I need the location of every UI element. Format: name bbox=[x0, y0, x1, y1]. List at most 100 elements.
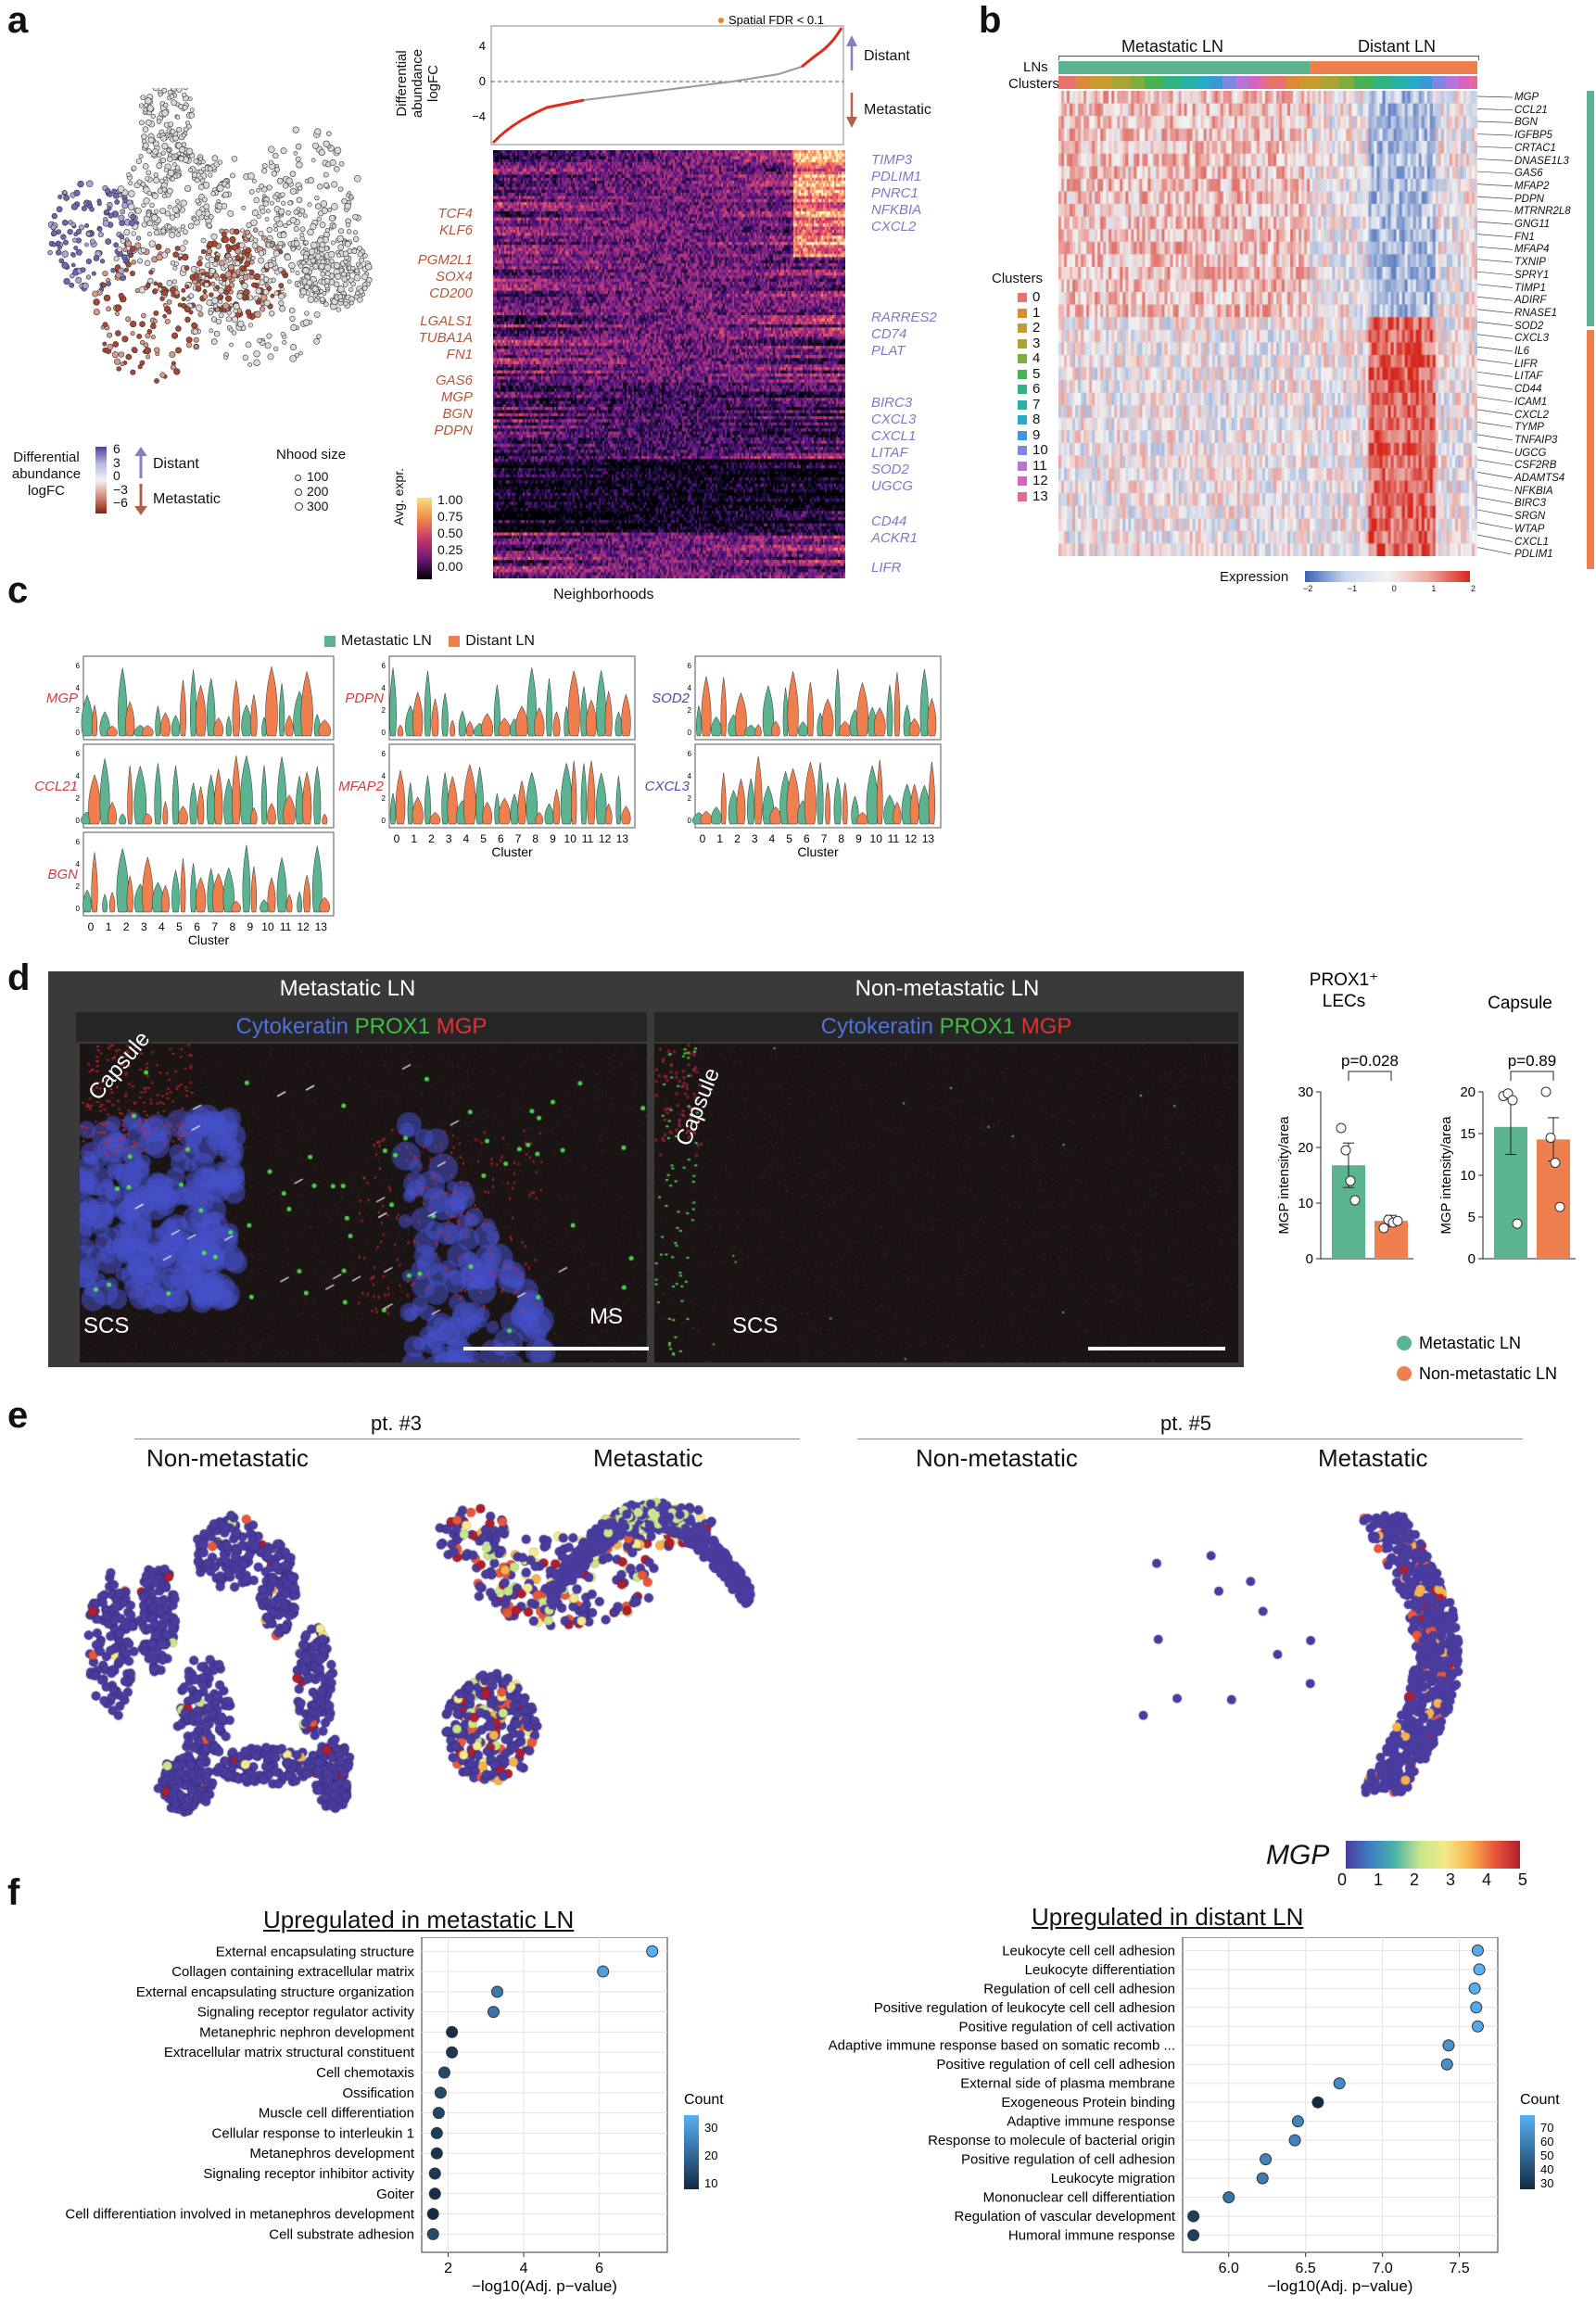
umap-neighborhood-dot bbox=[172, 251, 179, 259]
dotplot-legend-tick: 60 bbox=[1540, 2135, 1553, 2149]
umap-ticks: 6 3 0 −3 −6 bbox=[113, 442, 128, 510]
umap-neighborhood-dot bbox=[249, 260, 255, 265]
violin bbox=[851, 795, 859, 825]
umap-neighborhood-dot bbox=[118, 192, 123, 197]
umap-neighborhood-dot bbox=[217, 287, 224, 295]
umap-neighborhood-dot bbox=[139, 120, 145, 126]
dotplot-point bbox=[1333, 2077, 1346, 2090]
heatmap-b-gene-label: MFAP2 bbox=[1514, 180, 1550, 192]
violin-xtick: 6 bbox=[804, 832, 810, 845]
tick: 0.25 bbox=[437, 542, 463, 557]
umap-neighborhood-dot bbox=[252, 237, 259, 244]
umap-neighborhood-dot bbox=[192, 328, 198, 335]
gene-label-left: TUBA1A bbox=[418, 330, 473, 346]
umap-neighborhood-dot bbox=[211, 155, 219, 161]
violin-xtick: 4 bbox=[158, 920, 165, 933]
violin-gene-label: CCL21 bbox=[34, 779, 78, 794]
umap-neighborhood-dot bbox=[179, 146, 186, 154]
umap-neighborhood-dot bbox=[150, 114, 156, 120]
umap-neighborhood-dot bbox=[161, 186, 168, 193]
violin bbox=[903, 704, 911, 737]
violin bbox=[133, 765, 147, 825]
umap-neighborhood-dot bbox=[355, 290, 361, 296]
umap-neighborhood-dot bbox=[224, 295, 233, 302]
umap-neighborhood-dot bbox=[197, 184, 205, 191]
cluster-label: 6 bbox=[1032, 381, 1041, 397]
umap-neighborhood-dot bbox=[84, 223, 90, 228]
umap-neighborhood-dot bbox=[149, 202, 155, 209]
direction-arrows bbox=[134, 447, 147, 515]
cluster-label: 11 bbox=[1032, 457, 1047, 474]
violin bbox=[303, 874, 311, 913]
cluster-segment bbox=[1468, 76, 1477, 89]
heatmap-b-gene-label: WTAP bbox=[1514, 523, 1545, 535]
umap-neighborhood-dot bbox=[169, 214, 176, 221]
umap-neighborhood-dot bbox=[269, 200, 274, 206]
umap-neighborhood-dot bbox=[245, 269, 250, 275]
umap-neighborhood-dot bbox=[171, 292, 176, 298]
umap-neighborhood-dot bbox=[234, 247, 241, 255]
violin bbox=[621, 693, 631, 737]
umap-neighborhood-dot bbox=[323, 278, 331, 285]
umap-neighborhood-dot bbox=[200, 237, 207, 244]
violin bbox=[142, 856, 154, 913]
umap-neighborhood-dot bbox=[176, 126, 183, 133]
umap-neighborhood-dot bbox=[323, 140, 330, 147]
umap-neighborhood-dot bbox=[184, 306, 191, 313]
umap-neighborhood-dot bbox=[102, 220, 109, 227]
violin bbox=[242, 844, 251, 913]
p-value: p=0.028 bbox=[1341, 1052, 1399, 1070]
umap-neighborhood-dot bbox=[204, 210, 210, 217]
dotplot-point bbox=[1187, 2210, 1200, 2223]
umap-neighborhood-dot bbox=[290, 323, 298, 332]
umap-neighborhood-dot bbox=[112, 341, 120, 348]
umap-neighborhood-dot bbox=[210, 233, 218, 240]
dotplot-point bbox=[646, 1945, 659, 1958]
dotplot-term-label: Leukocyte migration bbox=[1051, 2171, 1175, 2187]
umap-neighborhood-dot bbox=[67, 228, 73, 235]
umap-neighborhood-dot bbox=[337, 294, 344, 300]
umap-neighborhood-dot bbox=[207, 166, 213, 172]
umap-neighborhood-dot bbox=[155, 243, 162, 250]
green-sidebar bbox=[1587, 91, 1594, 326]
violin-ytick: 4 bbox=[382, 684, 386, 692]
leader-line bbox=[1477, 133, 1514, 136]
umap-neighborhood-dot bbox=[86, 180, 94, 187]
violin bbox=[786, 767, 800, 825]
violin bbox=[526, 667, 537, 737]
violin-xtick: 3 bbox=[141, 920, 147, 933]
umap-neighborhood-dot bbox=[146, 212, 152, 218]
cluster-segment bbox=[1163, 76, 1182, 89]
violin-xtick: 1 bbox=[106, 920, 112, 933]
stain-mgp: MGP bbox=[1020, 1014, 1072, 1039]
umap-neighborhood-dot bbox=[277, 245, 283, 250]
violin bbox=[498, 717, 512, 737]
umap-neighborhood-dot bbox=[324, 227, 330, 233]
umap-neighborhood-dot bbox=[56, 240, 61, 247]
cluster-swatch bbox=[1018, 476, 1027, 487]
tick: −1 bbox=[1347, 584, 1358, 593]
label-scs-right: SCS bbox=[732, 1313, 779, 1338]
leader-line bbox=[1477, 422, 1514, 428]
dotplot-point bbox=[430, 2126, 443, 2139]
umap-neighborhood-dot bbox=[337, 285, 345, 293]
violin-ytick: 0 bbox=[76, 729, 81, 737]
dotplot-colorbar bbox=[684, 2115, 699, 2189]
umap-neighborhood-dot bbox=[307, 177, 314, 184]
umap-neighborhood-dot bbox=[323, 301, 329, 308]
gene-label-left: SOX4 bbox=[435, 269, 473, 285]
cluster-label: 1 bbox=[1032, 304, 1041, 321]
umap-neighborhood-dot bbox=[153, 209, 159, 214]
violin-xtick: 6 bbox=[194, 920, 200, 933]
cluster-label: 8 bbox=[1032, 412, 1041, 427]
tick: 3 bbox=[1445, 1870, 1455, 1889]
umap-neighborhood-dot bbox=[81, 205, 87, 211]
umap-neighborhood-dot bbox=[266, 184, 272, 191]
umap-neighborhood-dot bbox=[189, 108, 195, 113]
umap-neighborhood-dot bbox=[221, 203, 228, 209]
bar-chart: Capsule 0 5 10 15 20 MGP intensity/area p=0.89 bbox=[1438, 994, 1576, 1267]
cluster-segment bbox=[1390, 76, 1407, 89]
umap-neighborhood-dot bbox=[200, 248, 207, 255]
umap-neighborhood-dot bbox=[313, 293, 318, 298]
violin bbox=[302, 771, 312, 825]
